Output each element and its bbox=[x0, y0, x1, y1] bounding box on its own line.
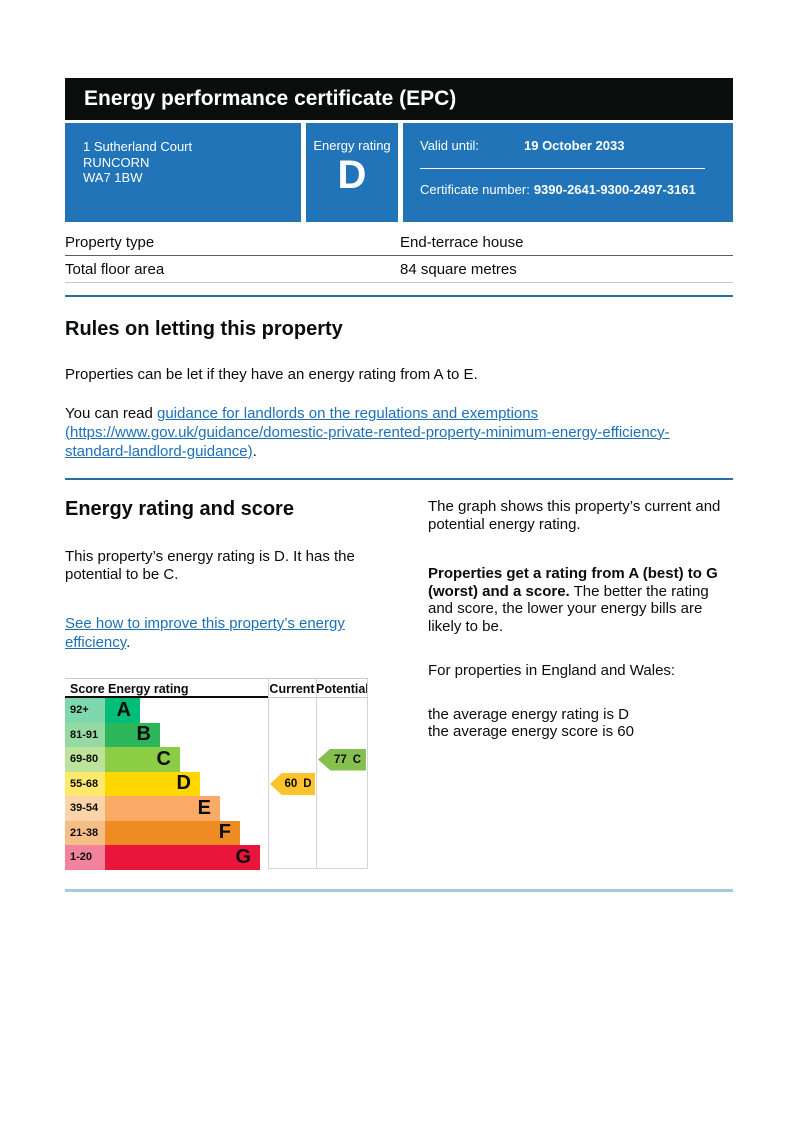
energy-rating-label: Energy rating bbox=[313, 138, 391, 153]
potential-column-header: Potential bbox=[316, 681, 369, 696]
rating-range-paragraph: Properties get a rating from A (best) to… bbox=[428, 565, 734, 635]
column-divider-line bbox=[316, 679, 317, 869]
potential-rating-arrow: 77 C bbox=[318, 748, 366, 771]
address-line-1: 1 Sutherland Court bbox=[83, 139, 193, 154]
band-score-range: 69-80 bbox=[65, 747, 105, 772]
chart-header-row: Score Energy rating Current Potential bbox=[65, 679, 369, 698]
epc-band-row-c: 69-80 C bbox=[65, 747, 368, 772]
average-score-line: the average energy score is 60 bbox=[428, 723, 634, 740]
validity-box: Valid until: 19 October 2033 Certificate… bbox=[403, 123, 733, 222]
rules-on-letting-section: Rules on letting this property Propertie… bbox=[65, 318, 733, 461]
band-score-range: 39-54 bbox=[65, 796, 105, 821]
rules-heading: Rules on letting this property bbox=[65, 318, 343, 340]
column-divider-line bbox=[268, 679, 269, 869]
floor-area-value: 84 square metres bbox=[400, 260, 517, 278]
rating-range-rest-text: The better the rating and score, the low… bbox=[428, 582, 709, 635]
band-score-range: 81-91 bbox=[65, 722, 105, 747]
band-letter-bar: G bbox=[105, 845, 260, 870]
epc-band-row-g: 1-20 G bbox=[65, 845, 368, 870]
columns-bottom-border bbox=[268, 868, 368, 869]
property-summary-table: Property type End-terrace house Total fl… bbox=[65, 229, 733, 283]
address-line-3: WA7 1BW bbox=[83, 170, 143, 185]
section-divider bbox=[65, 295, 733, 297]
certificate-number-label: Certificate number: bbox=[420, 182, 530, 197]
section-divider bbox=[65, 478, 733, 480]
panel-divider bbox=[420, 168, 705, 169]
rating-bands: 92+ A 81-91 B 69-80 C 55-68 D 39-54 E 21-38 F 1-20 G bbox=[65, 698, 368, 870]
column-divider-line bbox=[367, 679, 368, 869]
epc-band-row-e: 39-54 E bbox=[65, 796, 368, 821]
epc-rating-chart: Score Energy rating Current Potential 92… bbox=[65, 678, 369, 870]
rating-section-heading: Energy rating and score bbox=[65, 498, 294, 520]
rating-explanation-column: The graph shows this property’s current … bbox=[428, 498, 734, 741]
arrow-label-text: D bbox=[303, 778, 312, 790]
band-score-range: 1-20 bbox=[65, 845, 105, 870]
valid-until-value: 19 October 2033 bbox=[524, 138, 625, 153]
current-column-header: Current bbox=[269, 681, 315, 696]
arrow-label-text: 77 bbox=[333, 753, 347, 766]
improve-link-paragraph: See how to improve this property’s energ… bbox=[65, 614, 410, 652]
score-column-header: Score bbox=[70, 681, 105, 696]
current-rating-arrow: 60 D bbox=[270, 773, 315, 795]
rules-link-paragraph: You can read guidance for landlords on t… bbox=[65, 404, 733, 461]
property-address: 1 Sutherland Court RUNCORN WA7 1BW bbox=[65, 123, 301, 222]
property-type-value: End-terrace house bbox=[400, 233, 524, 251]
link-prefix-text: You can read bbox=[65, 404, 158, 422]
energy-rating-score-section: Energy rating and score This property’s … bbox=[65, 498, 410, 652]
energy-rating-box: Energy rating D bbox=[306, 123, 398, 222]
page-bottom-divider bbox=[65, 889, 733, 892]
epc-band-row-a: 92+ A bbox=[65, 698, 368, 723]
epc-band-row-b: 81-91 B bbox=[65, 722, 368, 747]
band-score-range: 92+ bbox=[65, 698, 105, 723]
band-letter-bar: B bbox=[105, 722, 160, 747]
energy-rating-value: D bbox=[337, 153, 367, 197]
valid-until-label: Valid until: bbox=[420, 138, 480, 153]
average-rating-line: the average energy rating is D bbox=[428, 705, 629, 723]
floor-area-label: Total floor area bbox=[65, 260, 165, 278]
energy-rating-column-header: Energy rating bbox=[108, 681, 189, 696]
property-type-label: Property type bbox=[65, 233, 155, 251]
table-row: Total floor area 84 square metres bbox=[65, 256, 733, 283]
band-score-range: 55-68 bbox=[65, 771, 105, 796]
england-wales-paragraph: For properties in England and Wales: bbox=[428, 662, 676, 679]
band-letter-bar: C bbox=[105, 747, 180, 772]
rating-summary-paragraph: This property’s energy rating is D. It h… bbox=[65, 548, 355, 583]
landlord-guidance-link[interactable]: guidance for landlords on the regulation… bbox=[65, 404, 670, 460]
link-suffix-text: . bbox=[252, 442, 257, 460]
band-letter-bar: F bbox=[105, 820, 240, 845]
address-line-2: RUNCORN bbox=[83, 154, 150, 170]
band-letter-bar: D bbox=[105, 771, 200, 796]
rules-paragraph: Properties can be let if they have an en… bbox=[65, 366, 478, 383]
page-title: Energy performance certificate (EPC) bbox=[65, 78, 733, 120]
band-letter-bar: E bbox=[105, 796, 220, 821]
table-row: Property type End-terrace house bbox=[65, 229, 733, 256]
improve-efficiency-link[interactable]: See how to improve this property’s energ… bbox=[65, 615, 345, 651]
epc-band-row-f: 21-38 F bbox=[65, 820, 368, 845]
rating-range-bold-text: Properties get a rating from A (best) to… bbox=[428, 565, 718, 600]
epc-band-row-d: 55-68 D bbox=[65, 771, 368, 796]
band-score-range: 21-38 bbox=[65, 820, 105, 845]
arrow-label-text: C bbox=[352, 753, 362, 766]
certificate-number-value: 9390-2641-9300-2497-3161 bbox=[533, 182, 696, 197]
graph-description-paragraph: The graph shows this property’s current … bbox=[428, 498, 721, 533]
band-letter-bar: A bbox=[105, 698, 140, 723]
arrow-label-text: 60 bbox=[284, 778, 298, 790]
summary-panel: 1 Sutherland Court RUNCORN WA7 1BW Energ… bbox=[65, 123, 733, 222]
improve-link-suffix: . bbox=[126, 634, 131, 651]
